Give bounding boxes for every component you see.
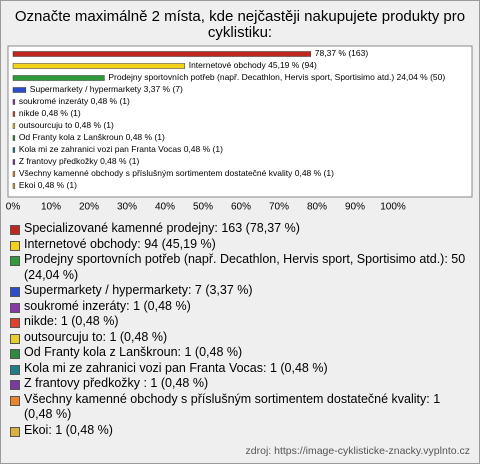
- legend-label: Supermarkety / hypermarkety: 7 (3,37 %): [24, 283, 253, 297]
- x-tick-label: 50%: [193, 202, 213, 213]
- category-label: outsourcuju to: [19, 120, 73, 130]
- legend-label: Od Franty kola z Lanškroun: 1 (0,48 %): [24, 345, 243, 359]
- value-label: 0,48 % (1): [126, 132, 165, 142]
- category-label: Všechny kamenné obchody s příslušným sor…: [19, 168, 293, 178]
- x-tick-label: 10%: [41, 202, 61, 213]
- legend: Specializované kamenné prodejny: 163 (78…: [10, 221, 470, 438]
- category-label: Z frantovy předkožky: [19, 156, 100, 166]
- bar: [12, 123, 16, 129]
- legend-swatch: [10, 318, 20, 328]
- legend-item: Internetové obchody: 94 (45,19 %): [10, 237, 470, 253]
- x-tick-label: 100%: [380, 202, 406, 213]
- legend-swatch: [10, 426, 20, 437]
- bar: [12, 135, 16, 141]
- legend-swatch: [10, 380, 20, 390]
- legend-item: Všechny kamenné obchody s příslušným sor…: [10, 392, 470, 423]
- bar: [12, 183, 16, 189]
- x-tick-label: 40%: [155, 202, 175, 213]
- bar-label: 78,37 % (163): [315, 48, 369, 58]
- category-label: soukromé inzeráty: [19, 96, 89, 106]
- bar-label: soukromé inzeráty 0,48 % (1): [19, 96, 130, 106]
- legend-item: soukromé inzeráty: 1 (0,48 %): [10, 299, 470, 315]
- category-label: Od Franty kola z Lanškroun: [19, 132, 124, 142]
- legend-label: outsourcuju to: 1 (0,48 %): [24, 329, 168, 344]
- legend-label: Prodejny sportovních potřeb (např. Decat…: [24, 252, 466, 282]
- legend-swatch: [10, 225, 20, 235]
- legend-item: Z frantovy předkožky : 1 (0,48 %): [10, 376, 470, 392]
- legend-label: soukromé inzeráty: 1 (0,48 %): [24, 298, 191, 313]
- legend-item: Specializované kamenné prodejny: 163 (78…: [10, 221, 470, 237]
- legend-swatch: [10, 364, 20, 375]
- category-label: Internetové obchody: [189, 60, 267, 70]
- legend-swatch: [10, 349, 20, 359]
- x-tick-label: 0%: [6, 202, 21, 213]
- bar: [12, 111, 16, 117]
- value-label: 0,48 % (1): [75, 120, 114, 130]
- bar-label: Všechny kamenné obchody s příslušným sor…: [19, 168, 334, 178]
- legend-item: Ekoi: 1 (0,48 %): [10, 423, 470, 439]
- value-label: 0,48 % (1): [184, 144, 223, 154]
- bar-label: Internetové obchody 45,19 % (94): [189, 60, 317, 70]
- value-label: 0,48 % (1): [91, 96, 130, 106]
- category-label: nikde: [19, 108, 40, 118]
- legend-swatch: [10, 256, 20, 266]
- x-tick-label: 70%: [269, 202, 289, 213]
- value-label: 0,48 % (1): [42, 108, 81, 118]
- bar: [12, 99, 16, 105]
- legend-label: Internetové obchody: 94 (45,19 %): [24, 236, 216, 251]
- bar: [12, 75, 105, 81]
- source: zdroj: https://image-cyklisticke-znacky.…: [245, 445, 470, 457]
- legend-item: nikde: 1 (0,48 %): [10, 314, 470, 330]
- value-label: 24,04 % (50): [397, 72, 446, 82]
- x-tick-label: 30%: [117, 202, 137, 213]
- bar-label: Prodejny sportovních potřeb (např. Decat…: [108, 72, 445, 82]
- legend-swatch: [10, 302, 20, 313]
- bar: [12, 87, 27, 93]
- bar: [12, 147, 16, 153]
- bar-label: outsourcuju to 0,48 % (1): [19, 120, 114, 130]
- value-label: 3,37 % (7): [144, 84, 183, 94]
- legend-item: outsourcuju to: 1 (0,48 %): [10, 330, 470, 346]
- bar-label: Supermarkety / hypermarkety 3,37 % (7): [30, 84, 183, 94]
- value-label: 0,48 % (1): [38, 180, 77, 190]
- bar: [12, 171, 16, 177]
- legend-item: Od Franty kola z Lanškroun: 1 (0,48 %): [10, 345, 470, 361]
- bar-label: nikde 0,48 % (1): [19, 108, 81, 118]
- legend-label: Kola mi ze zahranici vozi pan Franta Voc…: [24, 360, 328, 375]
- legend-item: Prodejny sportovních potřeb (např. Decat…: [10, 252, 470, 283]
- category-label: Supermarkety / hypermarkety: [30, 84, 142, 94]
- legend-swatch: [10, 287, 20, 297]
- legend-label: Specializované kamenné prodejny: 163 (78…: [24, 221, 300, 235]
- legend-item: Supermarkety / hypermarkety: 7 (3,37 %): [10, 283, 470, 299]
- category-label: Prodejny sportovních potřeb (např. Decat…: [108, 72, 394, 82]
- bar-label: Ekoi 0,48 % (1): [19, 180, 77, 190]
- x-tick-label: 60%: [231, 202, 251, 213]
- category-label: Ekoi: [19, 180, 36, 190]
- value-label: 0,48 % (1): [295, 168, 334, 178]
- x-tick-label: 20%: [79, 202, 99, 213]
- legend-item: Kola mi ze zahranici vozi pan Franta Voc…: [10, 361, 470, 377]
- x-tick-label: 90%: [345, 202, 365, 213]
- legend-label: Ekoi: 1 (0,48 %): [24, 422, 113, 437]
- legend-swatch: [10, 395, 20, 406]
- value-label: 45,19 % (94): [268, 60, 317, 70]
- value-label: 78,37 % (163): [315, 48, 369, 58]
- bar: [12, 159, 16, 165]
- legend-swatch: [10, 333, 20, 344]
- legend-label: nikde: 1 (0,48 %): [24, 314, 119, 328]
- bar: [12, 51, 312, 57]
- plot-area: [7, 45, 473, 198]
- bar-label: Kola mi ze zahranici vozi pan Franta Voc…: [19, 144, 223, 154]
- category-label: Kola mi ze zahranici vozi pan Franta Voc…: [19, 144, 182, 154]
- x-tick-label: 80%: [307, 202, 327, 213]
- bar: [12, 63, 185, 69]
- legend-label: Všechny kamenné obchody s příslušným sor…: [24, 391, 441, 422]
- legend-label: Z frantovy předkožky : 1 (0,48 %): [24, 376, 209, 390]
- bar-label: Z frantovy předkožky 0,48 % (1): [19, 156, 140, 166]
- chart-title: Označte maximálně 2 místa, kde nejčastěj…: [15, 8, 465, 41]
- value-label: 0,48 % (1): [100, 156, 139, 166]
- legend-swatch: [10, 240, 20, 251]
- bar-label: Od Franty kola z Lanškroun 0,48 % (1): [19, 132, 165, 142]
